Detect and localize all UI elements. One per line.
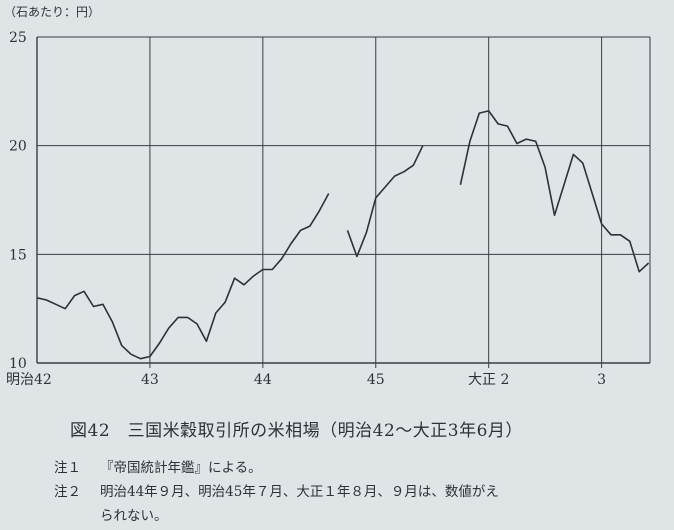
y-tick-label: 20 (9, 139, 27, 155)
x-axis-labels: 明治42 43 44 45 大正 2 3 (6, 372, 606, 388)
grid (36, 36, 651, 368)
note-2-label: 注２ (54, 484, 81, 500)
series-line-segment (36, 193, 330, 360)
note-2-continuation: られない。 (100, 508, 168, 524)
y-tick-label: 25 (9, 30, 27, 46)
x-tick-label: 43 (141, 372, 159, 388)
price-series (36, 110, 650, 360)
price-chart: （石あたり：円） 10 15 20 25 明治42 43 44 45 大正 2 3 (4, 5, 651, 388)
series-line-segment (459, 110, 650, 273)
y-tick-label: 10 (9, 356, 27, 372)
x-tick-label: 大正 2 (468, 372, 509, 388)
x-tick-label: 44 (254, 372, 272, 388)
note-1: 注１ 『帝国統計年鑑』による。 (54, 456, 262, 476)
y-axis-labels: 10 15 20 25 (9, 30, 27, 372)
unit-label: （石あたり：円） (4, 5, 100, 19)
note-2-text: 明治44年９月、明治45年７月、大正１年８月、９月は、数値がえ (100, 484, 499, 500)
figure-caption: 図42 三国米穀取引所の米相場（明治42～大正3年6月） (70, 421, 523, 441)
y-tick-label: 15 (9, 247, 27, 263)
series-line-segment (346, 145, 424, 258)
note-1-text: 『帝国統計年鑑』による。 (100, 460, 262, 476)
note-2: 注２ 明治44年９月、明治45年７月、大正１年８月、９月は、数値がえ (54, 480, 499, 500)
x-tick-label: 3 (597, 372, 606, 388)
x-tick-label: 45 (367, 372, 385, 388)
note-1-label: 注１ (54, 460, 81, 476)
x-tick-label: 明治42 (6, 372, 52, 388)
